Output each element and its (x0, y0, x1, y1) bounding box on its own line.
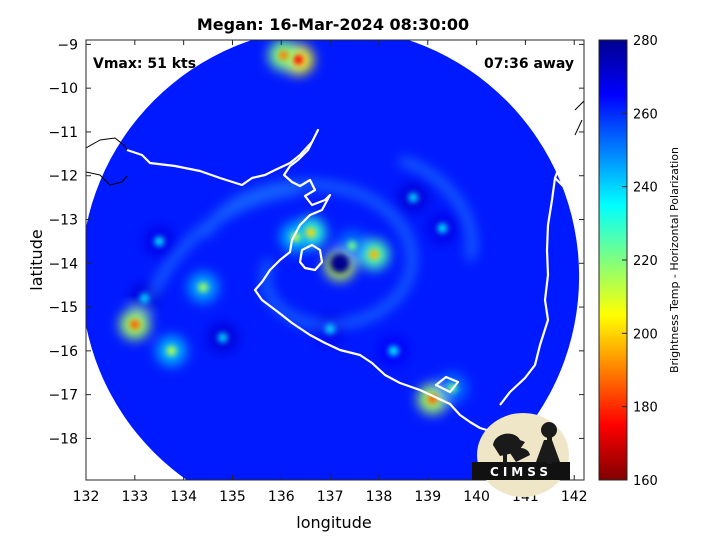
convection-core (347, 240, 358, 251)
storm-eye (329, 253, 350, 274)
colorbar-tick-label: 280 (633, 34, 658, 49)
convection-core (388, 345, 399, 356)
x-tick-label: 142 (561, 489, 588, 505)
y-tick-label: −14 (48, 256, 78, 272)
y-tick-label: −9 (57, 37, 78, 53)
y-tick-label: −16 (48, 344, 78, 360)
colorbar-tick-label: 260 (633, 107, 658, 122)
logo-text: CIMSS (490, 465, 552, 479)
y-tick-label: −17 (48, 388, 78, 404)
colorbar-tick-label: 180 (633, 401, 658, 416)
colorbar-tick-label: 200 (633, 327, 658, 342)
convection-core (129, 319, 140, 330)
y-tick-label: −11 (48, 125, 78, 141)
cimss-logo: CIMSS (472, 413, 570, 497)
convection-core (369, 249, 380, 260)
x-tick-label: 140 (463, 489, 490, 505)
x-axis-label: longitude (296, 513, 371, 532)
x-tick-label: 135 (219, 489, 246, 505)
convection-core (154, 236, 165, 247)
y-tick-label: −12 (48, 169, 78, 185)
axes-box (85, 39, 585, 481)
y-tick-label: −15 (48, 300, 78, 316)
convection-core (408, 192, 419, 203)
convection-core (278, 50, 289, 61)
y-tick-label: −18 (48, 431, 78, 447)
colorbar: 280 260 240 220 200 180 160 Brightness Temp - … (598, 34, 681, 489)
x-tick-label: 133 (121, 489, 148, 505)
y-axis-label: latitude (27, 229, 46, 290)
plot-area: Vmax: 51 kts 07:36 away (85, 39, 585, 481)
y-tick-label: −13 (48, 213, 78, 229)
x-tick-label: 139 (414, 489, 441, 505)
vmax-label: Vmax: 51 kts (93, 56, 196, 72)
convection-core (217, 332, 228, 343)
colorbar-tick-label: 240 (633, 181, 658, 196)
convection-core (305, 227, 316, 238)
colorbar-tick-label: 160 (633, 474, 658, 489)
y-tick-label: −10 (48, 81, 78, 97)
convection-core (293, 54, 304, 65)
x-tick-label: 132 (73, 489, 100, 505)
chart-title: Megan: 16-Mar-2024 08:30:00 (197, 15, 469, 34)
coastline (126, 128, 576, 439)
x-tick-label: 136 (268, 489, 295, 505)
x-tick-label: 138 (366, 489, 393, 505)
rain-bands (145, 155, 477, 330)
x-tick-label: 137 (317, 489, 344, 505)
convection-core (437, 223, 448, 234)
y-axis: −9 −10 −11 −12 −13 −14 −15 −16 −17 −18 (48, 37, 584, 447)
convection-core (166, 345, 177, 356)
colorbar-label: Brightness Temp - Horizontal Polarizatio… (668, 147, 681, 373)
x-axis: 132 133 134 135 136 137 138 139 140 141 142 (73, 40, 588, 505)
x-tick-label: 134 (170, 489, 197, 505)
colorbar-tick-label: 220 (633, 254, 658, 269)
convection-core (198, 282, 209, 293)
coastline-west (86, 100, 584, 186)
away-label: 07:36 away (484, 56, 574, 72)
